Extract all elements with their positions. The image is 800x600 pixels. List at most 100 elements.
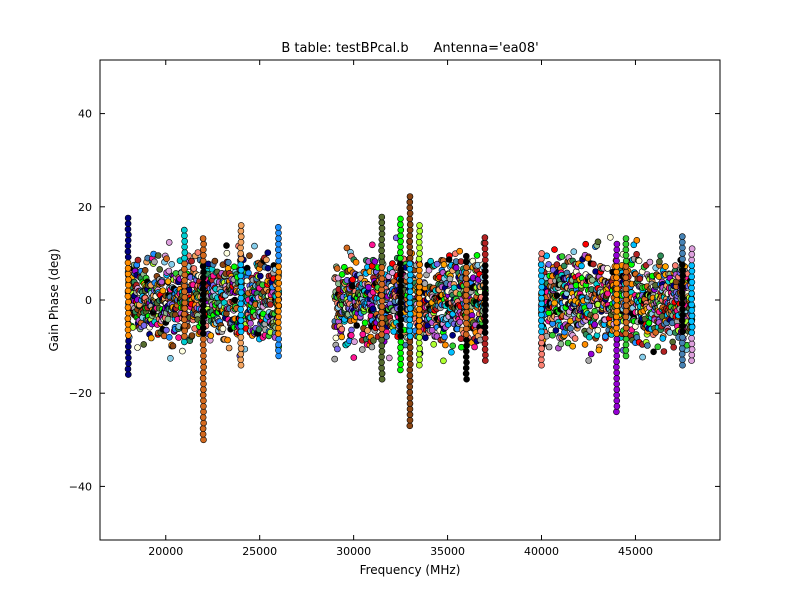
data-point bbox=[538, 300, 546, 308]
data-point bbox=[181, 271, 189, 279]
data-point bbox=[415, 289, 423, 296]
data-point bbox=[481, 334, 489, 342]
data-point bbox=[275, 263, 282, 270]
data-point bbox=[613, 352, 621, 360]
data-point bbox=[124, 264, 132, 272]
data-point bbox=[200, 352, 207, 360]
data-point bbox=[538, 289, 545, 296]
data-point bbox=[124, 320, 132, 328]
data-point bbox=[406, 305, 414, 312]
data-point bbox=[415, 294, 423, 302]
data-point bbox=[416, 356, 423, 364]
data-point bbox=[406, 405, 414, 413]
data-point bbox=[462, 252, 470, 260]
data-point bbox=[181, 293, 189, 301]
data-point bbox=[378, 308, 385, 316]
data-point bbox=[633, 251, 640, 258]
data-point bbox=[397, 327, 404, 335]
data-point bbox=[397, 332, 405, 340]
data-point bbox=[463, 286, 470, 294]
data-point bbox=[211, 257, 219, 265]
data-point bbox=[406, 310, 414, 318]
data-point bbox=[481, 306, 489, 314]
data-point bbox=[406, 215, 414, 223]
data-point bbox=[585, 333, 593, 341]
data-point bbox=[456, 247, 464, 255]
data-point bbox=[481, 251, 489, 258]
data-point bbox=[463, 308, 470, 316]
chart-title: B table: testBPcal.b Antenna='ea08' bbox=[281, 41, 538, 56]
data-point bbox=[428, 326, 436, 334]
data-point bbox=[224, 336, 231, 344]
y-tick-label: 0 bbox=[85, 294, 92, 307]
data-point bbox=[348, 326, 355, 334]
data-point bbox=[679, 311, 687, 319]
data-point bbox=[613, 252, 620, 259]
data-point bbox=[584, 254, 592, 262]
data-point bbox=[406, 388, 414, 396]
data-point bbox=[481, 312, 489, 320]
data-point bbox=[538, 361, 545, 369]
data-point bbox=[181, 260, 188, 268]
data-point bbox=[644, 342, 651, 349]
x-axis-ticks: 20000 25000 30000 35000 40000 45000 bbox=[148, 60, 653, 558]
data-point bbox=[140, 341, 147, 348]
data-point bbox=[415, 233, 423, 240]
data-point bbox=[441, 333, 448, 341]
data-point bbox=[124, 248, 132, 255]
data-point bbox=[275, 324, 282, 332]
y-axis-ticks: −40 −20 0 20 40 bbox=[69, 108, 720, 493]
data-point bbox=[678, 350, 686, 358]
data-point bbox=[657, 252, 664, 260]
data-point bbox=[688, 273, 696, 281]
data-point bbox=[181, 249, 189, 256]
data-point bbox=[181, 332, 188, 340]
data-point bbox=[622, 235, 630, 242]
data-point bbox=[199, 374, 207, 382]
data-point bbox=[406, 327, 414, 335]
data-point bbox=[660, 348, 668, 355]
data-point bbox=[188, 257, 195, 265]
data-point bbox=[124, 225, 132, 233]
data-point bbox=[125, 298, 132, 306]
data-point bbox=[688, 295, 695, 303]
data-point bbox=[688, 346, 696, 353]
data-point bbox=[482, 295, 489, 303]
data-point bbox=[613, 296, 621, 304]
data-point bbox=[613, 257, 620, 265]
data-point bbox=[124, 365, 132, 373]
data-point bbox=[200, 240, 207, 248]
x-tick-label: 45000 bbox=[618, 545, 653, 558]
y-tick-label: 40 bbox=[78, 108, 92, 121]
data-point bbox=[481, 267, 489, 275]
data-point bbox=[181, 254, 188, 262]
data-point bbox=[124, 253, 132, 261]
data-point bbox=[199, 391, 207, 399]
data-point bbox=[462, 364, 470, 372]
data-point bbox=[275, 335, 283, 343]
data-point bbox=[167, 354, 174, 362]
data-point bbox=[397, 215, 404, 223]
data-point bbox=[237, 317, 245, 324]
data-point bbox=[164, 315, 172, 323]
data-point bbox=[481, 245, 489, 252]
data-point bbox=[622, 257, 630, 265]
data-point bbox=[678, 238, 686, 246]
data-point bbox=[482, 278, 489, 286]
data-point bbox=[613, 369, 621, 377]
x-tick-label: 35000 bbox=[430, 545, 465, 558]
data-point bbox=[338, 325, 346, 333]
data-point bbox=[200, 274, 207, 281]
data-point bbox=[679, 361, 686, 369]
data-point bbox=[613, 324, 620, 332]
data-point bbox=[545, 261, 553, 268]
data-point bbox=[613, 346, 620, 354]
data-point bbox=[416, 300, 423, 308]
data-point bbox=[397, 305, 404, 312]
data-point bbox=[622, 268, 630, 276]
data-point bbox=[650, 348, 657, 356]
data-point bbox=[237, 339, 244, 347]
data-point bbox=[169, 342, 177, 350]
data-point bbox=[166, 333, 173, 341]
data-point bbox=[416, 278, 423, 285]
